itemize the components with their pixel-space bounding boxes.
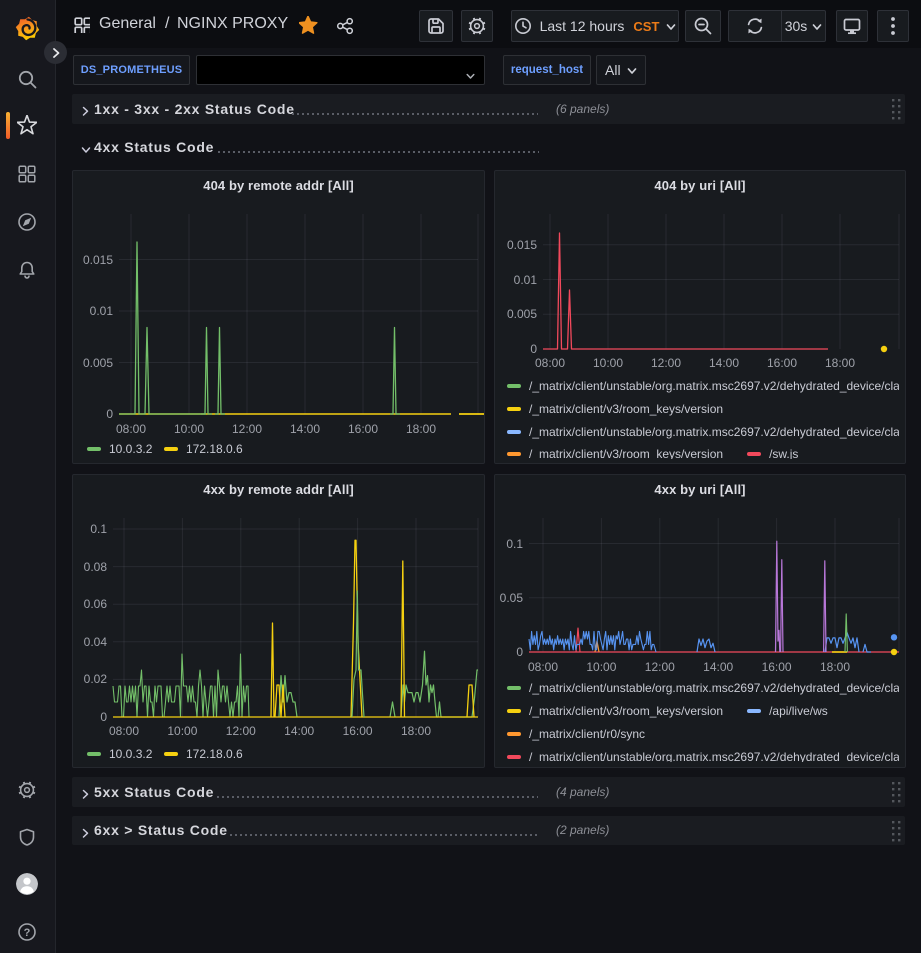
svg-text:?: ? [24, 927, 31, 939]
